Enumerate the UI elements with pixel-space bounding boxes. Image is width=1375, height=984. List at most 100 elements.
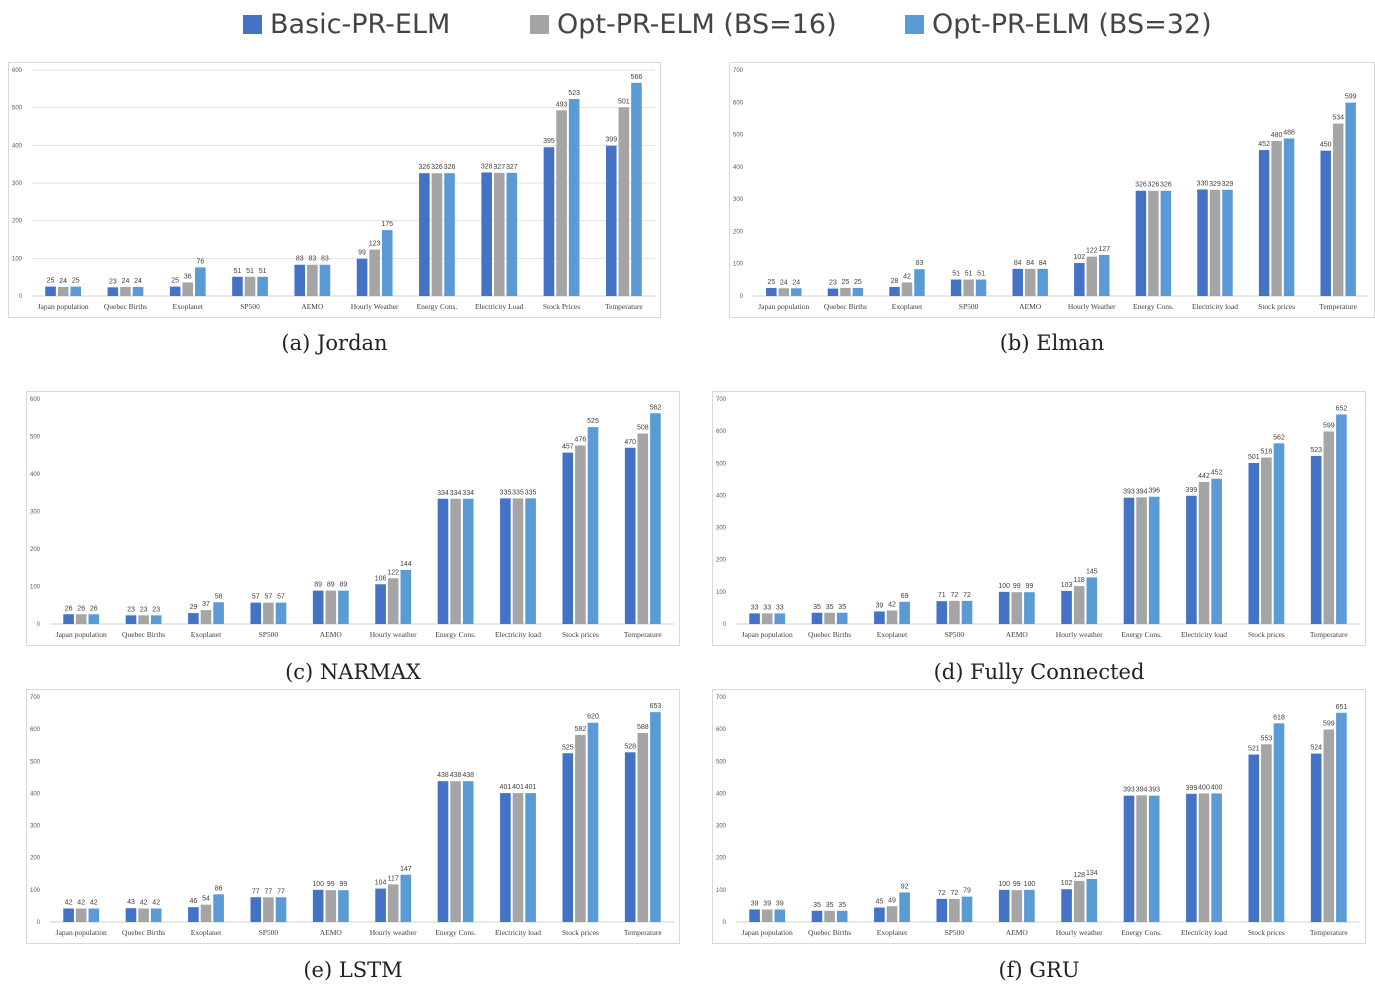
data-label: 393: [1148, 787, 1160, 794]
x-tick-label: SP500: [240, 302, 260, 311]
panel-gru: 0 100 200 300 400 500 600 700 39 39 39 Japan popula…: [712, 689, 1366, 944]
data-label: 84: [1039, 260, 1047, 267]
bar-narmax-basic-electricity-load: [500, 498, 511, 624]
data-label: 83: [916, 260, 924, 267]
x-tick-label: Electricity load: [495, 928, 541, 937]
bar-lstm-opt-bs16-sp500: [263, 897, 274, 922]
data-label: 58: [215, 593, 223, 600]
bar-lstm-opt-bs16-quebec-births: [138, 908, 149, 922]
bar-fully-connected-opt-bs16-temperature: [1323, 431, 1335, 624]
data-label: 28: [891, 278, 899, 285]
data-label: 42: [140, 900, 148, 907]
bar-elman-opt-bs32-electricity-load: [1222, 189, 1233, 296]
y-tick-label: 700: [716, 695, 727, 701]
y-tick-label: 200: [733, 229, 744, 235]
bar-gru-opt-bs16-exoplanet: [886, 906, 898, 922]
y-tick-label: 0: [723, 622, 727, 628]
bar-narmax-opt-bs32-stock-prices: [587, 427, 599, 624]
bar-lstm-basic-aemo: [312, 889, 324, 922]
bar-lstm-opt-bs16-energy-cons: [450, 781, 461, 922]
data-label: 326: [444, 164, 456, 171]
bar-elman-opt-bs16-exoplanet: [901, 282, 913, 296]
data-label: 118: [1074, 577, 1085, 584]
bar-gru-basic-energy-cons: [1123, 795, 1135, 922]
data-label: 651: [1336, 704, 1348, 711]
bar-gru-basic-exoplanet: [874, 907, 885, 922]
data-label: 399: [1186, 785, 1198, 792]
data-label: 100: [998, 583, 1010, 590]
bar-jordan-opt-bs16-stock-prices: [556, 110, 567, 296]
bar-elman-opt-bs32-sp500: [975, 279, 987, 296]
chart-fully-connected: 0 100 200 300 400 500 600 700 33 33 33 Japan popula…: [712, 391, 1366, 646]
bar-jordan-basic-hourly-weather: [356, 258, 368, 296]
x-tick-label: Energy Cons.: [435, 630, 476, 639]
data-label: 618: [1273, 714, 1285, 721]
data-label: 23: [109, 278, 117, 285]
x-tick-label: AEMO: [320, 630, 343, 639]
bar-lstm-basic-temperature: [624, 752, 636, 922]
bar-narmax-opt-bs32-quebec-births: [150, 615, 162, 624]
bar-jordan-opt-bs16-aemo: [307, 264, 318, 296]
data-label: 25: [171, 278, 179, 285]
y-tick-label: 100: [30, 585, 41, 591]
x-tick-label: Exoplanet: [191, 630, 222, 639]
bar-lstm-basic-energy-cons: [437, 781, 449, 922]
bar-jordan-opt-bs16-hourly-weather: [369, 249, 380, 296]
data-label: 122: [387, 569, 399, 576]
bar-elman-basic-hourly-weather: [1074, 263, 1085, 296]
x-tick-label: Hourly Weather: [351, 302, 399, 311]
data-label: 26: [90, 605, 98, 612]
data-label: 134: [1086, 870, 1098, 877]
bar-lstm-basic-electricity-load: [500, 793, 511, 922]
y-tick-label: 200: [30, 547, 41, 553]
x-tick-label: Stock prices: [1248, 928, 1285, 937]
bar-narmax-opt-bs16-hourly-weather: [387, 578, 399, 624]
data-label: 326: [1160, 182, 1172, 189]
data-label: 326: [419, 164, 431, 171]
bar-fully-connected-opt-bs32-hourly-weather: [1086, 577, 1098, 624]
bar-lstm-opt-bs16-temperature: [637, 733, 649, 922]
bar-gru-basic-aemo: [998, 889, 1010, 922]
data-label: 103: [1061, 582, 1073, 589]
bar-jordan-opt-bs16-exoplanet: [182, 282, 194, 296]
data-label: 25: [842, 279, 850, 286]
bar-lstm-opt-bs16-exoplanet: [200, 904, 212, 922]
y-tick-label: 500: [30, 435, 41, 441]
bar-gru-opt-bs16-temperature: [1323, 729, 1335, 922]
bar-fully-connected-basic-japan-population: [749, 613, 760, 624]
bar-elman-opt-bs16-stock-prices: [1271, 141, 1282, 296]
data-label: 524: [1310, 745, 1322, 752]
bar-narmax-opt-bs16-energy-cons: [450, 498, 461, 624]
bar-gru-opt-bs32-temperature: [1336, 712, 1347, 922]
data-label: 23: [127, 606, 135, 613]
bar-lstm-opt-bs16-electricity-load: [512, 793, 524, 922]
caption-gru: (f) GRU: [998, 958, 1080, 982]
bar-elman-opt-bs32-quebec-births: [852, 287, 864, 296]
data-label: 57: [252, 594, 260, 601]
x-tick-label: AEMO: [1006, 630, 1029, 639]
x-tick-label: Energy Cons.: [1133, 302, 1174, 311]
data-label: 24: [59, 278, 67, 285]
bar-fully-connected-basic-hourly-weather: [1061, 590, 1072, 624]
bar-lstm-opt-bs32-temperature: [650, 712, 661, 922]
chart-legend: Basic-PR-ELM Opt-PR-ELM (BS=16) Opt-PR-E…: [0, 0, 1375, 48]
data-label: 326: [1148, 182, 1160, 189]
data-label: 620: [587, 714, 599, 721]
data-label: 329: [1222, 181, 1234, 188]
data-label: 599: [1323, 720, 1335, 727]
chart-gru: 0 100 200 300 400 500 600 700 39 39 39 Japan popula…: [712, 689, 1366, 944]
data-label: 23: [152, 606, 160, 613]
bar-narmax-opt-bs32-sp500: [275, 602, 287, 624]
bar-fully-connected-opt-bs16-electricity-load: [1198, 481, 1210, 624]
y-tick-label: 0: [37, 622, 41, 628]
bar-jordan-opt-bs16-electricity-load: [493, 172, 505, 296]
bar-lstm-basic-quebec-births: [125, 908, 137, 922]
data-label: 401: [500, 784, 512, 791]
data-label: 71: [938, 592, 946, 599]
chart-narmax: 0 100 200 300 400 500 600 26 26 26 Japan populatio…: [26, 391, 680, 646]
bar-jordan-basic-temperature: [605, 145, 617, 296]
data-label: 42: [903, 273, 911, 280]
bar-gru-opt-bs32-electricity-load: [1211, 793, 1222, 922]
x-tick-label: Hourly weather: [370, 928, 417, 937]
y-tick-label: 700: [733, 68, 744, 74]
